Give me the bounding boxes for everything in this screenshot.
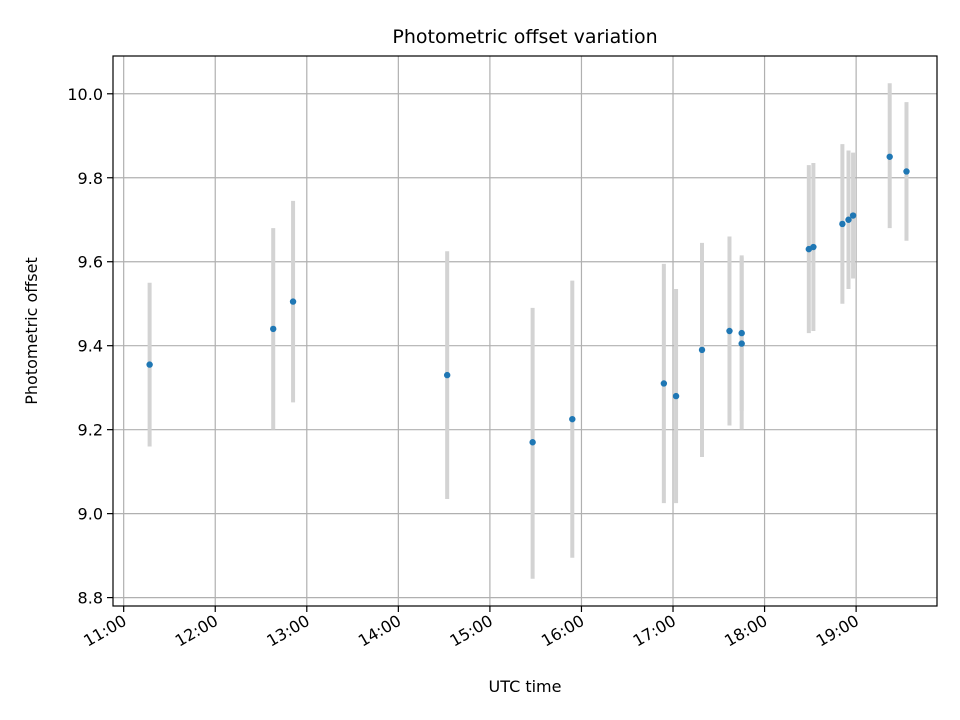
data-point: [810, 243, 817, 251]
data-point: [726, 327, 733, 335]
chart-title: Photometric offset variation: [392, 26, 657, 48]
data-point: [146, 361, 153, 368]
grid: [113, 56, 937, 606]
x-axis-title: UTC time: [489, 677, 562, 696]
data-point: [270, 325, 277, 333]
data-point: [289, 298, 297, 305]
y-tick-label: 10.0: [67, 85, 103, 104]
data-point: [569, 415, 576, 423]
data-point: [738, 340, 745, 347]
data-point: [698, 346, 706, 354]
data-point: [903, 168, 910, 175]
y-tick-label: 8.8: [78, 589, 103, 608]
data-point: [672, 392, 680, 400]
plot-area-frame: [112, 55, 938, 607]
y-tick-label: 9.2: [78, 421, 103, 440]
data-points: [146, 153, 910, 446]
data-point: [660, 380, 668, 387]
y-tick-label: 9.8: [78, 169, 103, 188]
y-axis-title: Photometric offset: [22, 257, 41, 405]
data-point: [845, 216, 852, 223]
y-tick-label: 9.0: [78, 505, 103, 524]
y-tick-label: 9.6: [78, 253, 103, 272]
data-point: [738, 329, 745, 337]
y-tick-label: 9.4: [78, 337, 103, 356]
data-point: [886, 153, 893, 160]
y-axis-ticks: 8.8 9.0 9.2 9.4 9.6 9.8 10.0: [67, 85, 113, 608]
data-point: [849, 212, 857, 219]
data-point: [839, 220, 846, 228]
data-point: [443, 371, 451, 379]
data-point: [529, 439, 536, 446]
